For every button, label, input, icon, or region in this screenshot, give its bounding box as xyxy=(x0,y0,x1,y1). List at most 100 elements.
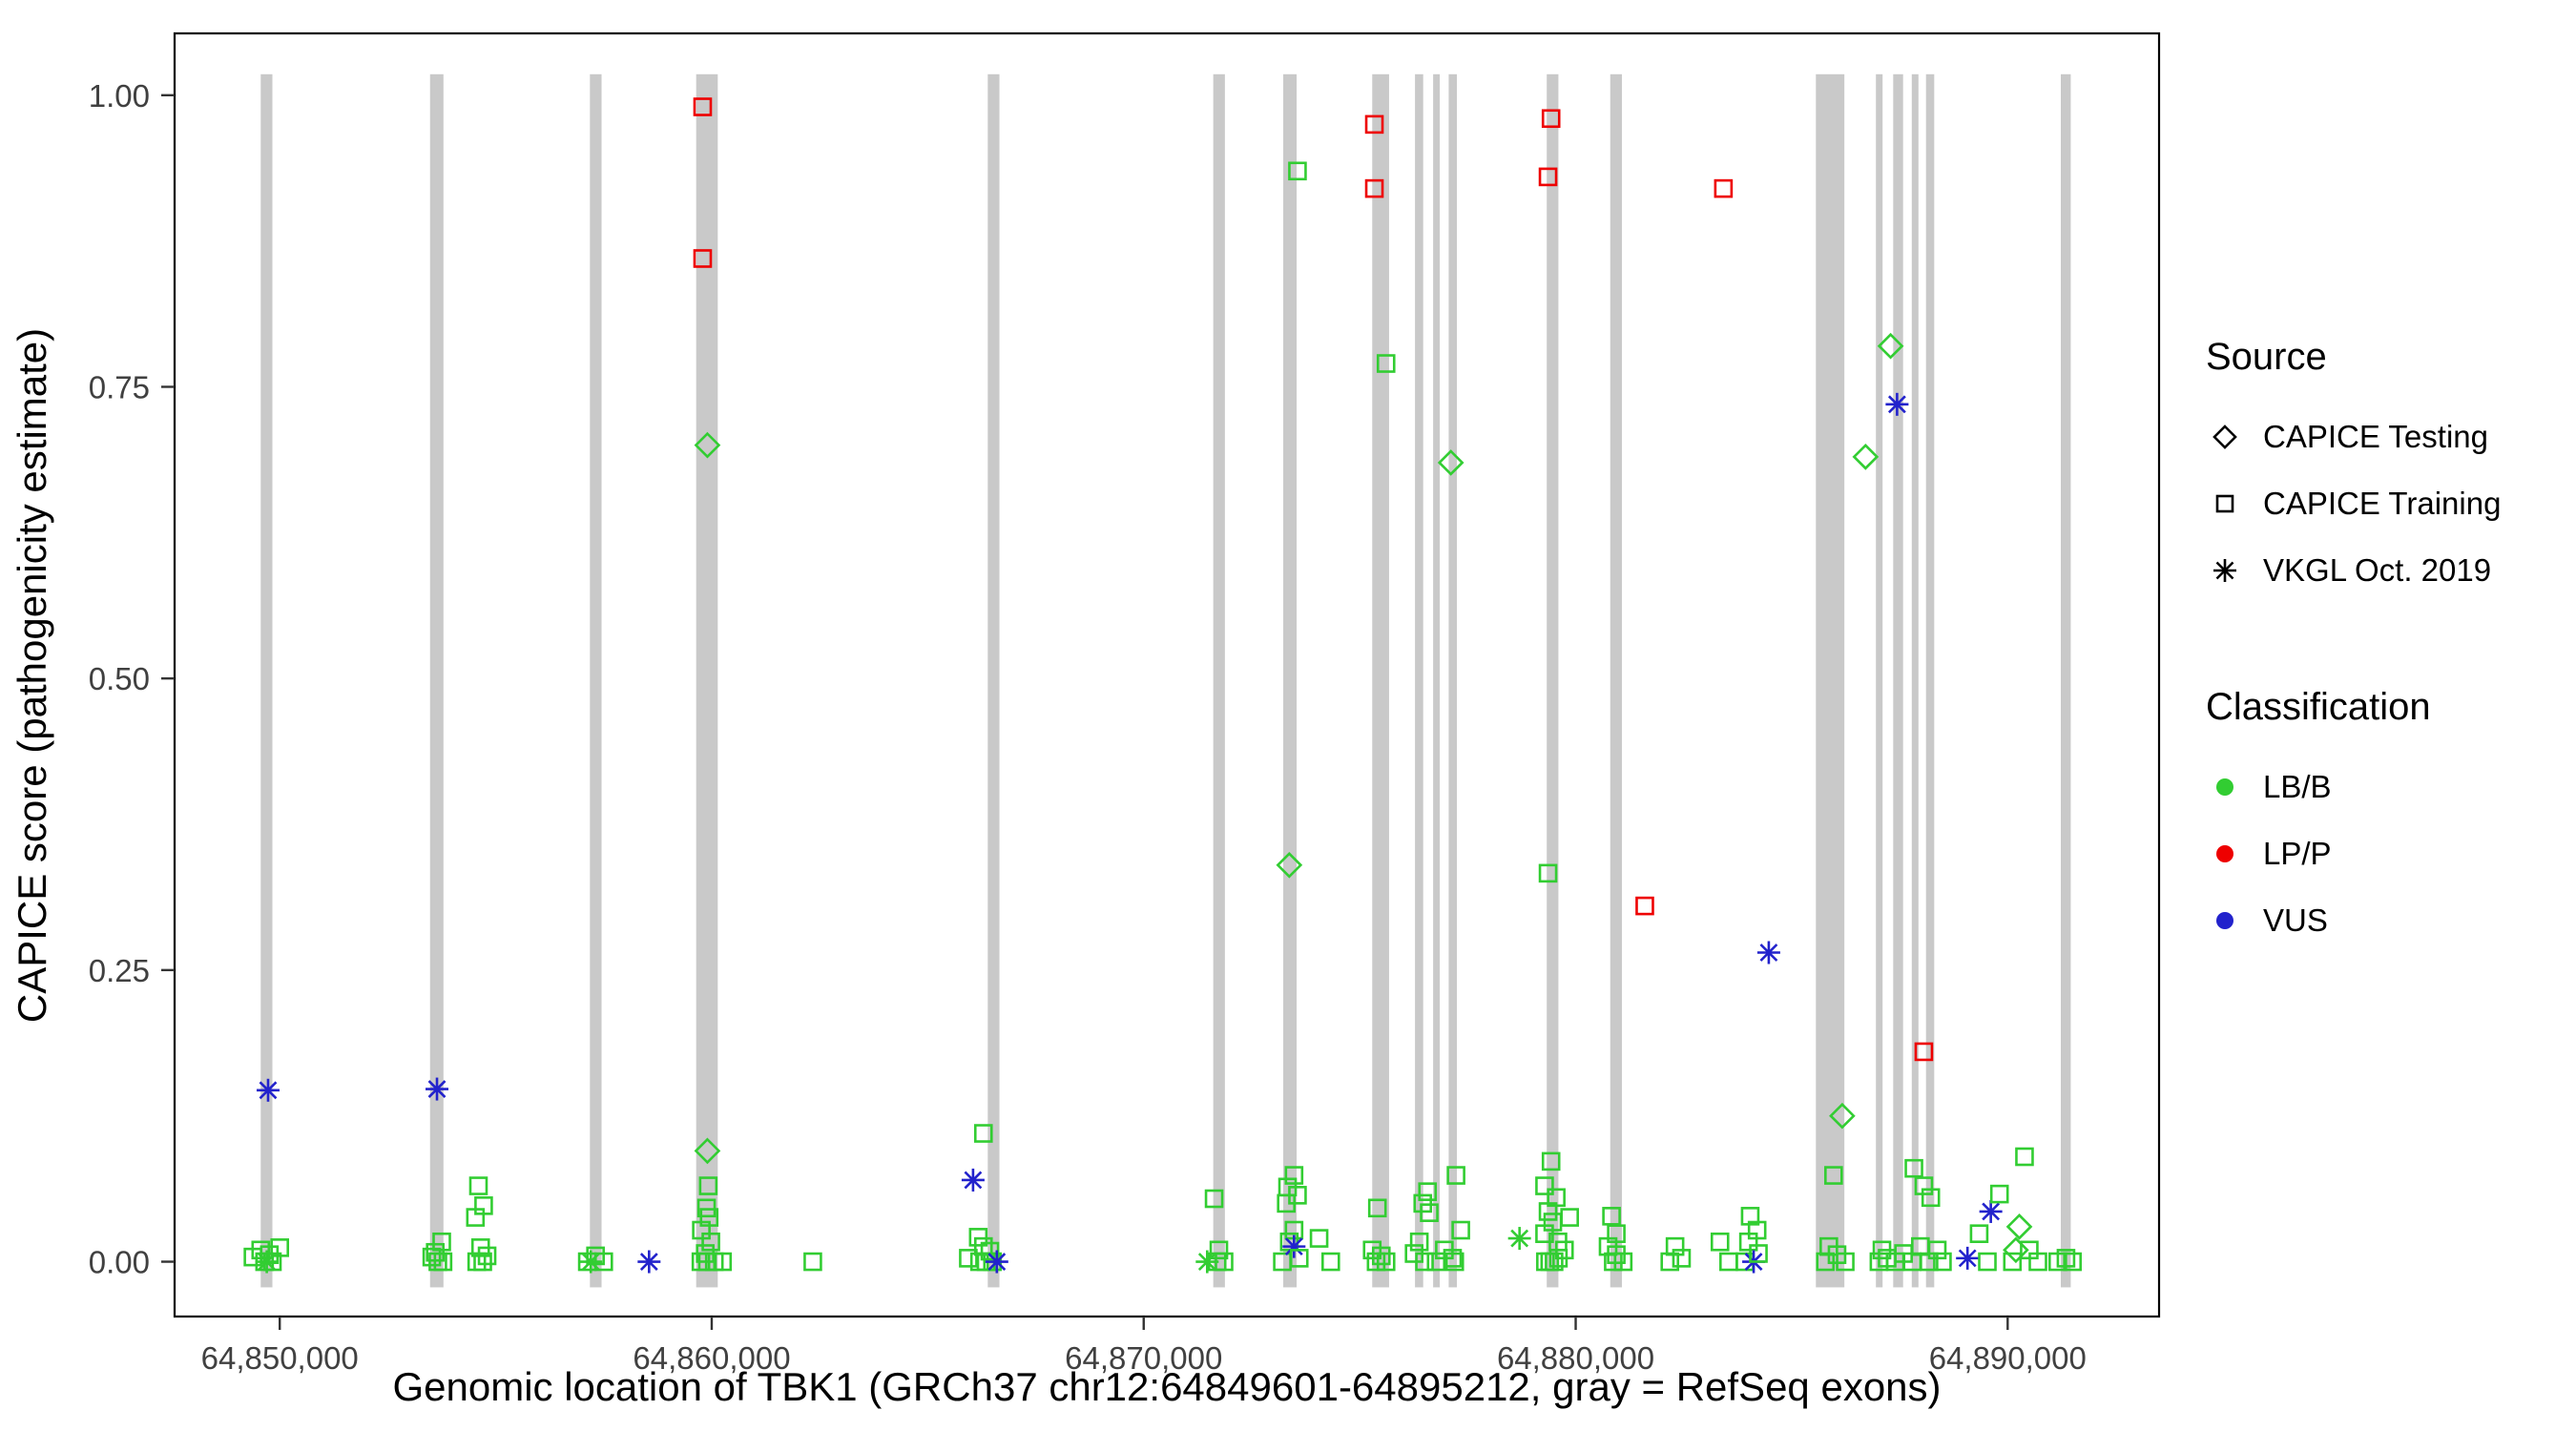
data-point-square xyxy=(1921,1188,1941,1208)
exon-bar xyxy=(260,73,273,1288)
exon-bar xyxy=(1925,73,1935,1288)
data-point-square xyxy=(693,97,713,116)
data-point-square xyxy=(1420,1203,1439,1222)
data-point-square xyxy=(2056,1249,2076,1268)
data-point-asterisk xyxy=(1284,1237,1303,1256)
data-point-square xyxy=(468,1176,488,1195)
data-point-diamond xyxy=(1437,449,1465,476)
y-axis-title: CAPICE score (pathogenicity estimate) xyxy=(10,328,54,1023)
data-point-asterisk xyxy=(639,1253,658,1271)
data-point-diamond xyxy=(1877,332,1904,360)
data-point-square xyxy=(959,1249,978,1268)
data-point-square xyxy=(1443,1249,1463,1268)
data-point-square xyxy=(1288,1186,1307,1205)
exon-bar xyxy=(987,73,1000,1288)
x-tick-label: 64,870,000 xyxy=(1065,1340,1222,1376)
data-point-square xyxy=(1321,1252,1340,1272)
data-point-square xyxy=(1288,161,1307,181)
data-point-square xyxy=(1364,114,1384,135)
blue-dot-icon xyxy=(2216,912,2233,929)
red-dot-icon xyxy=(2216,845,2233,862)
data-point-square xyxy=(1284,1166,1304,1185)
data-point-square xyxy=(1747,1220,1767,1240)
data-point-square xyxy=(1635,896,1654,916)
data-point-diamond xyxy=(2005,1213,2033,1240)
data-point-square xyxy=(1719,1252,1738,1272)
exon-bar xyxy=(1448,73,1458,1288)
legend-classification-title: Classification xyxy=(2206,686,2431,728)
data-point-square xyxy=(1978,1252,1997,1272)
data-point-square xyxy=(2003,1252,2023,1272)
data-point-square xyxy=(1836,1252,1855,1272)
data-point-square xyxy=(1309,1229,1329,1248)
data-point-square xyxy=(1560,1208,1579,1227)
data-point-square xyxy=(1989,1184,2009,1204)
exon-bar xyxy=(1213,73,1225,1288)
data-point-square xyxy=(477,1246,497,1266)
data-point-square xyxy=(1933,1252,1952,1272)
data-point-square xyxy=(1602,1207,1621,1226)
data-point-diamond xyxy=(694,1137,721,1165)
data-point-diamond xyxy=(1829,1102,1856,1130)
legend-item-label: VUS xyxy=(2263,902,2328,938)
data-point-square xyxy=(473,1252,492,1272)
exon-bar xyxy=(1893,73,1903,1288)
square-icon xyxy=(2215,494,2234,513)
data-point-square xyxy=(1541,1151,1561,1172)
data-point-square xyxy=(1710,1232,1730,1252)
data-point-square xyxy=(973,1124,993,1143)
x-tick-label: 64,850,000 xyxy=(201,1340,359,1376)
legend-item-capice-training: CAPICE Training xyxy=(2206,470,2568,537)
data-point-asterisk xyxy=(1982,1202,2001,1221)
data-point-square xyxy=(1672,1249,1692,1268)
exon-bar xyxy=(1911,73,1919,1288)
exon-bar xyxy=(1283,73,1298,1288)
legend-item-label: CAPICE Testing xyxy=(2263,419,2488,454)
data-point-square xyxy=(2015,1147,2034,1167)
data-point-square xyxy=(1535,1176,1554,1195)
diamond-icon xyxy=(2212,425,2237,449)
exon-bar xyxy=(1610,73,1622,1288)
data-point-square xyxy=(1204,1189,1224,1209)
data-point-square xyxy=(1446,1166,1465,1185)
data-point-square xyxy=(693,249,713,268)
data-point-asterisk xyxy=(987,1253,1007,1271)
data-point-square xyxy=(593,1252,613,1272)
data-point-square xyxy=(270,1238,290,1257)
x-tick-label: 64,860,000 xyxy=(633,1340,790,1376)
data-point-asterisk xyxy=(1510,1229,1529,1248)
data-point-square xyxy=(1415,1252,1434,1272)
exon-bar xyxy=(429,73,444,1288)
y-tick-label: 0.75 xyxy=(89,369,150,404)
data-point-square xyxy=(1289,1249,1309,1268)
data-point-square xyxy=(1749,1244,1768,1263)
legend-item-vkgl: VKGL Oct. 2019 xyxy=(2206,537,2568,604)
legend-item-label: CAPICE Training xyxy=(2263,486,2502,521)
data-point-asterisk xyxy=(964,1171,983,1190)
data-point-square xyxy=(803,1252,822,1272)
data-point-square xyxy=(1215,1252,1234,1272)
data-point-square xyxy=(1418,1182,1438,1201)
data-point-square xyxy=(2028,1252,2047,1272)
data-point-asterisk xyxy=(1197,1253,1216,1271)
legend-item-label: LB/B xyxy=(2263,769,2332,804)
panel-border xyxy=(173,31,2161,1318)
data-point-square xyxy=(1904,1158,1923,1178)
data-point-square xyxy=(701,1232,720,1252)
exon-bar xyxy=(1433,73,1441,1288)
data-point-square xyxy=(1607,1224,1626,1243)
data-point-square xyxy=(1927,1240,1947,1260)
x-axis-title: Genomic location of TBK1 (GRCh37 chr12:6… xyxy=(392,1364,1941,1409)
data-point-square xyxy=(699,1208,719,1227)
y-tick-label: 0.50 xyxy=(89,661,150,696)
exon-bar xyxy=(696,73,718,1288)
data-point-square xyxy=(1914,1042,1934,1062)
data-point-asterisk xyxy=(1958,1249,1977,1268)
data-point-square xyxy=(1545,1252,1564,1272)
legend: Source CAPICE Testing CAPICE Training xyxy=(2206,336,2568,954)
data-point-asterisk xyxy=(1759,944,1778,962)
data-point-diamond xyxy=(1852,444,1880,470)
data-point-square xyxy=(1554,1240,1574,1260)
